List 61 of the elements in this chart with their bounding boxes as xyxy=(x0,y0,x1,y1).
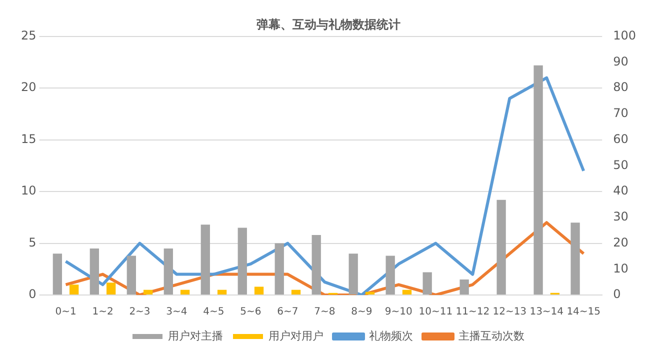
bar xyxy=(365,292,375,294)
y2-tick-label: 30 xyxy=(613,210,628,224)
x-tick-label: 0~1 xyxy=(55,306,76,318)
y2-tick-label: 100 xyxy=(613,28,636,43)
bar xyxy=(348,254,358,294)
bar xyxy=(460,279,469,294)
chart-title: 弹幕、互动与礼物数据统计 xyxy=(256,17,400,32)
x-tick-label: 6~7 xyxy=(277,306,298,318)
bar xyxy=(238,228,247,294)
bar xyxy=(90,248,100,294)
bar xyxy=(312,235,321,294)
legend-label: 用户对主播 xyxy=(168,329,223,342)
y-tick-label: 10 xyxy=(20,184,36,198)
y2-tick-label: 0 xyxy=(613,287,621,302)
y2-tick-label: 60 xyxy=(613,132,628,146)
bar xyxy=(570,222,580,294)
y2-tick-label: 80 xyxy=(613,80,628,94)
bar xyxy=(52,254,62,294)
legend-label: 主播互动次数 xyxy=(458,329,524,342)
y-tick-label: 15 xyxy=(20,132,36,146)
y2-tick-label: 50 xyxy=(613,158,628,172)
bar xyxy=(126,256,136,294)
y-tick-label: 5 xyxy=(28,235,36,250)
y-tick-label: 25 xyxy=(20,28,36,43)
bar xyxy=(422,272,432,294)
y2-tick-label: 40 xyxy=(613,184,628,198)
y2-tick-label: 70 xyxy=(613,106,628,120)
bar xyxy=(496,200,506,294)
y2-tick-label: 10 xyxy=(613,261,628,276)
x-tick-label: 2~3 xyxy=(129,306,150,318)
legend-label: 用户对用户 xyxy=(268,329,324,342)
y2-tick-label: 20 xyxy=(613,235,628,250)
x-tick-label: 3~4 xyxy=(166,306,188,318)
bar xyxy=(200,224,210,294)
y-tick-label: 20 xyxy=(20,80,36,94)
bar xyxy=(164,248,173,294)
bar xyxy=(402,290,412,294)
x-tick-label: 4~5 xyxy=(203,306,224,318)
x-tick-label: 8~9 xyxy=(351,306,372,318)
bar xyxy=(180,290,190,294)
bar xyxy=(106,282,116,294)
bar xyxy=(217,290,227,294)
x-tick-label: 9~10 xyxy=(384,306,412,318)
bar xyxy=(386,256,395,294)
x-tick-label: 11~12 xyxy=(456,306,490,318)
x-tick-label: 5~6 xyxy=(240,306,262,318)
bar xyxy=(70,284,79,294)
x-tick-label: 12~13 xyxy=(492,306,527,318)
x-tick-label: 14~15 xyxy=(566,306,601,318)
y2-tick-label: 90 xyxy=(613,54,628,68)
bar xyxy=(534,65,543,294)
x-tick-label: 1~2 xyxy=(92,306,114,318)
x-tick-label: 7~8 xyxy=(314,306,336,318)
bar xyxy=(291,290,301,294)
y-tick-label: 0 xyxy=(28,287,36,302)
legend-label: 礼物频次 xyxy=(369,329,413,342)
x-tick-label: 13~14 xyxy=(530,306,564,318)
bar xyxy=(254,286,264,294)
x-tick-label: 10~11 xyxy=(418,306,453,318)
bar xyxy=(143,290,153,294)
bar xyxy=(274,243,284,294)
